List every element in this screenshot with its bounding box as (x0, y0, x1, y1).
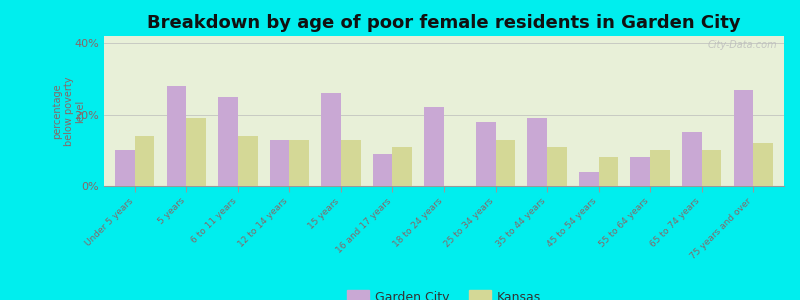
Bar (218, 97, 238, 186)
Bar (393, 147, 412, 186)
Legend: Garden City, Kansas: Garden City, Kansas (342, 285, 546, 300)
Bar (702, 150, 721, 186)
Bar (630, 158, 650, 186)
Bar (650, 150, 670, 186)
Bar (186, 118, 206, 186)
Y-axis label: percentage
below poverty
level: percentage below poverty level (52, 76, 86, 146)
Bar (373, 154, 393, 186)
Bar (167, 86, 186, 186)
Title: Breakdown by age of poor female residents in Garden City: Breakdown by age of poor female resident… (147, 14, 741, 32)
Bar (547, 147, 566, 186)
Bar (682, 132, 702, 186)
Bar (290, 140, 309, 186)
Bar (734, 90, 753, 186)
Bar (527, 118, 547, 186)
Bar (135, 136, 154, 186)
Bar (115, 150, 135, 186)
Bar (476, 122, 495, 186)
Bar (238, 136, 258, 186)
Bar (322, 93, 341, 186)
Bar (579, 172, 598, 186)
Bar (598, 158, 618, 186)
Bar (270, 140, 290, 186)
Bar (425, 107, 444, 186)
Bar (753, 143, 773, 186)
Text: City-Data.com: City-Data.com (707, 40, 778, 50)
Bar (495, 140, 515, 186)
Bar (341, 140, 361, 186)
